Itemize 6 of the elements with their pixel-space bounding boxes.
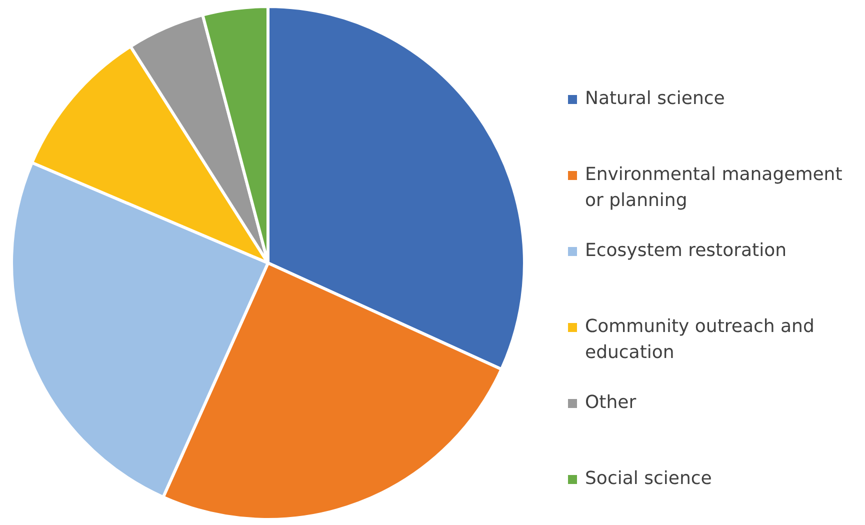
legend-label: Natural science <box>585 88 725 109</box>
legend-label: Social science <box>585 468 712 489</box>
legend-label: Ecosystem restoration <box>585 240 787 261</box>
legend-label: Other <box>585 392 636 413</box>
legend-label: Community outreach and education <box>585 316 814 363</box>
legend-label: Environmental management or planning <box>585 164 842 211</box>
